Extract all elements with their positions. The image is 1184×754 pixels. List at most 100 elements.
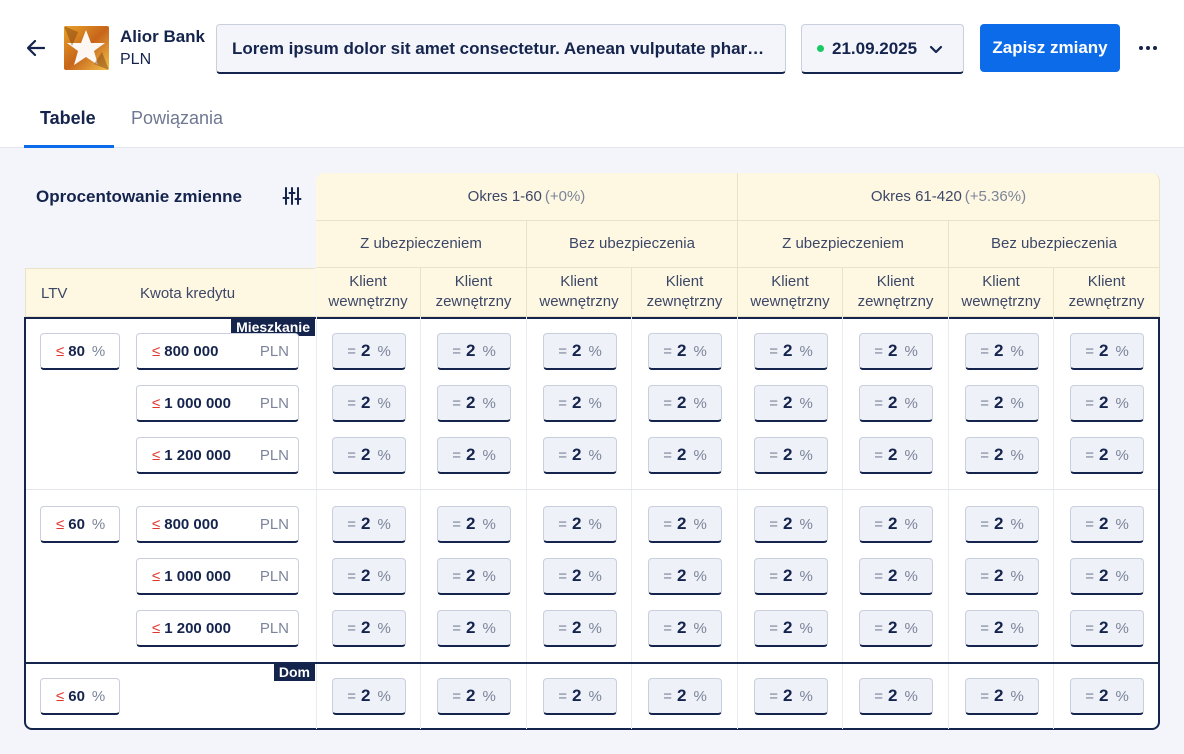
rate-value: 2 bbox=[360, 566, 371, 585]
rate-input[interactable]: = 2% bbox=[543, 678, 617, 715]
equals-operator: = bbox=[1085, 394, 1094, 412]
rate-input[interactable]: = 2% bbox=[332, 558, 406, 595]
rate-input[interactable]: = 2% bbox=[859, 678, 933, 715]
rate-value: 2 bbox=[676, 341, 687, 360]
client-header: Klient wewnętrzny bbox=[949, 268, 1054, 317]
rate-input[interactable]: = 2% bbox=[754, 437, 828, 474]
rate-input[interactable]: = 2% bbox=[543, 333, 617, 370]
rate-input[interactable]: = 2% bbox=[965, 506, 1039, 543]
rate-input[interactable]: = 2% bbox=[754, 333, 828, 370]
rate-input[interactable]: = 2% bbox=[437, 558, 511, 595]
rate-input[interactable]: = 2% bbox=[754, 385, 828, 422]
rate-input[interactable]: = 2% bbox=[437, 506, 511, 543]
client-header: Klient wewnętrzny bbox=[527, 268, 632, 317]
rate-input[interactable]: = 2% bbox=[437, 678, 511, 715]
equals-operator: = bbox=[663, 515, 672, 533]
amount-input[interactable]: ≤800 000 PLN bbox=[136, 333, 299, 370]
arrow-left-icon[interactable] bbox=[24, 36, 48, 60]
rate-input[interactable]: = 2% bbox=[859, 385, 933, 422]
rate-value: 2 bbox=[887, 566, 898, 585]
rate-input[interactable]: = 2% bbox=[1070, 506, 1144, 543]
rate-input[interactable]: = 2% bbox=[859, 506, 933, 543]
rate-input[interactable]: = 2% bbox=[332, 506, 406, 543]
ltv-input[interactable]: ≤60% bbox=[40, 506, 120, 543]
amount-input[interactable]: ≤1 000 000 PLN bbox=[136, 385, 299, 422]
rate-input[interactable]: = 2% bbox=[859, 610, 933, 647]
rate-input[interactable]: = 2% bbox=[965, 385, 1039, 422]
save-button[interactable]: Zapisz zmiany bbox=[980, 24, 1120, 72]
rate-input[interactable]: = 2% bbox=[648, 333, 722, 370]
percent-unit: % bbox=[799, 619, 813, 637]
rate-input[interactable]: = 2% bbox=[543, 506, 617, 543]
rate-input[interactable]: = 2% bbox=[437, 437, 511, 474]
rate-input[interactable]: = 2% bbox=[965, 610, 1039, 647]
amount-input[interactable]: ≤1 200 000 PLN bbox=[136, 610, 299, 647]
rate-input[interactable]: = 2% bbox=[965, 437, 1039, 474]
rate-input[interactable]: = 2% bbox=[859, 333, 933, 370]
percent-unit: % bbox=[1115, 342, 1129, 360]
ltv-input[interactable]: ≤80% bbox=[40, 333, 120, 370]
rate-input[interactable]: = 2% bbox=[1070, 437, 1144, 474]
rate-value: 2 bbox=[676, 686, 687, 705]
rate-input[interactable]: = 2% bbox=[965, 678, 1039, 715]
rate-input[interactable]: = 2% bbox=[965, 558, 1039, 595]
rate-input[interactable]: = 2% bbox=[332, 385, 406, 422]
percent-unit: % bbox=[482, 567, 496, 585]
rate-input[interactable]: = 2% bbox=[332, 333, 406, 370]
tab-powiazania[interactable]: Powiązania bbox=[131, 108, 224, 128]
rate-input[interactable]: = 2% bbox=[859, 558, 933, 595]
rate-value: 2 bbox=[887, 445, 898, 464]
rate-input[interactable]: = 2% bbox=[1070, 558, 1144, 595]
column-divider bbox=[737, 317, 738, 729]
rate-input[interactable]: = 2% bbox=[543, 558, 617, 595]
insurance-header: Z ubezpieczeniem bbox=[316, 221, 527, 268]
rate-input[interactable]: = 2% bbox=[1070, 333, 1144, 370]
ltv-input[interactable]: ≤60% bbox=[40, 678, 120, 715]
rate-input[interactable]: = 2% bbox=[332, 610, 406, 647]
amount-input[interactable]: ≤1 000 000 PLN bbox=[136, 558, 299, 595]
tab-tabele[interactable]: Tabele bbox=[40, 108, 96, 128]
rate-input[interactable]: = 2% bbox=[859, 437, 933, 474]
rate-input[interactable]: = 2% bbox=[648, 678, 722, 715]
rate-input[interactable]: = 2% bbox=[754, 610, 828, 647]
rate-input[interactable]: = 2% bbox=[332, 678, 406, 715]
rate-input[interactable]: = 2% bbox=[754, 506, 828, 543]
rate-input[interactable]: = 2% bbox=[543, 385, 617, 422]
description-field[interactable]: Lorem ipsum dolor sit amet consectetur. … bbox=[216, 24, 786, 74]
rate-input[interactable]: = 2% bbox=[648, 610, 722, 647]
rate-input[interactable]: = 2% bbox=[648, 385, 722, 422]
date-select[interactable]: 21.09.2025 bbox=[801, 24, 964, 74]
equals-operator: = bbox=[769, 567, 778, 585]
rate-input[interactable]: = 2% bbox=[754, 678, 828, 715]
rate-input[interactable]: = 2% bbox=[437, 610, 511, 647]
rate-input[interactable]: = 2% bbox=[437, 333, 511, 370]
rate-input[interactable]: = 2% bbox=[648, 506, 722, 543]
rate-value: 2 bbox=[571, 686, 582, 705]
amount-operator: ≤ bbox=[152, 619, 161, 637]
rate-input[interactable]: = 2% bbox=[543, 437, 617, 474]
rate-input[interactable]: = 2% bbox=[543, 610, 617, 647]
rate-input[interactable]: = 2% bbox=[1070, 610, 1144, 647]
rate-value: 2 bbox=[1098, 686, 1109, 705]
rate-input[interactable]: = 2% bbox=[1070, 678, 1144, 715]
percent-unit: % bbox=[799, 394, 813, 412]
rate-value: 2 bbox=[465, 393, 476, 412]
rate-input[interactable]: = 2% bbox=[648, 558, 722, 595]
rate-input[interactable]: = 2% bbox=[648, 437, 722, 474]
rate-value: 2 bbox=[571, 341, 582, 360]
rate-value: 2 bbox=[571, 514, 582, 533]
amount-input[interactable]: ≤1 200 000 PLN bbox=[136, 437, 299, 474]
currency-unit: PLN bbox=[259, 446, 289, 464]
more-horizontal-icon[interactable] bbox=[1136, 36, 1160, 60]
sliders-icon[interactable] bbox=[282, 186, 302, 211]
rate-input[interactable]: = 2% bbox=[437, 385, 511, 422]
rate-input[interactable]: = 2% bbox=[754, 558, 828, 595]
equals-operator: = bbox=[558, 619, 567, 637]
amount-input[interactable]: ≤800 000 PLN bbox=[136, 506, 299, 543]
rate-value: 2 bbox=[571, 393, 582, 412]
rate-input[interactable]: = 2% bbox=[332, 437, 406, 474]
rate-input[interactable]: = 2% bbox=[965, 333, 1039, 370]
equals-operator: = bbox=[980, 394, 989, 412]
equals-operator: = bbox=[558, 342, 567, 360]
rate-input[interactable]: = 2% bbox=[1070, 385, 1144, 422]
